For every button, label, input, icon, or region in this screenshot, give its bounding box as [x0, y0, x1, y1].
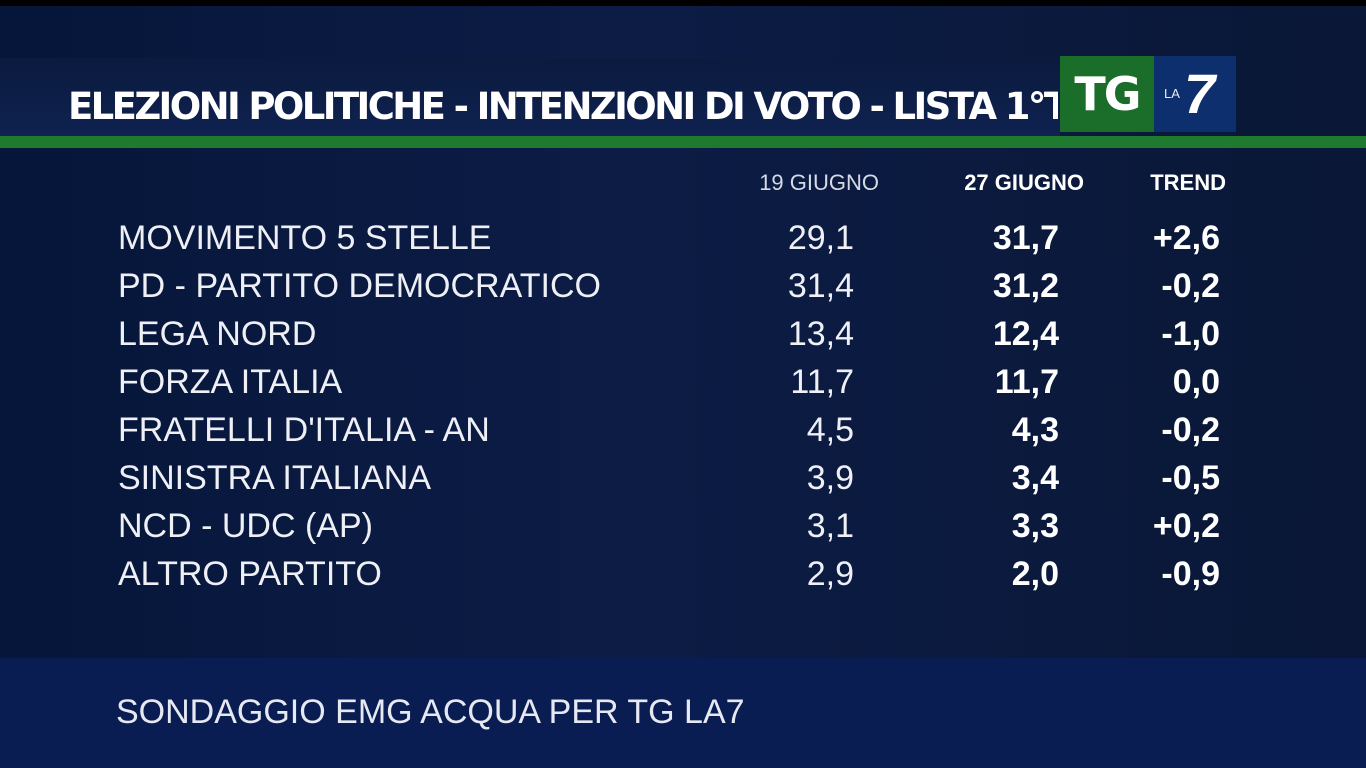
value-27-giugno: 3,4	[1011, 459, 1059, 497]
party-name: LEGA NORD	[118, 315, 317, 353]
party-name: ALTRO PARTITO	[118, 555, 382, 593]
party-name: FORZA ITALIA	[118, 363, 343, 401]
value-19-giugno: 31,4	[787, 267, 854, 305]
logo-seven-text: 7	[1184, 62, 1216, 125]
column-header-trend: TREND	[1150, 170, 1226, 195]
party-name: MOVIMENTO 5 STELLE	[118, 219, 492, 257]
value-27-giugno: 11,7	[994, 363, 1059, 401]
top-black-strip	[0, 0, 1366, 6]
table-row: FRATELLI D'ITALIA - AN 4,5 4,3 -0,2	[0, 406, 1366, 454]
green-divider	[0, 136, 1366, 148]
column-header-19-giugno: 19 GIUGNO	[759, 170, 879, 195]
value-27-giugno: 4,3	[1011, 411, 1059, 449]
value-trend: +0,2	[1152, 507, 1220, 545]
value-27-giugno: 12,4	[992, 315, 1059, 353]
party-name: SINISTRA ITALIANA	[118, 459, 432, 497]
value-27-giugno: 31,2	[992, 267, 1059, 305]
value-trend: +2,6	[1152, 219, 1220, 257]
logo-la7-block: LA 7	[1154, 56, 1236, 132]
value-trend: -0,2	[1161, 267, 1220, 305]
value-19-giugno: 11,7	[790, 363, 854, 401]
value-19-giugno: 3,1	[806, 507, 854, 545]
party-name: NCD - UDC (AP)	[118, 507, 373, 545]
value-27-giugno: 2,0	[1011, 555, 1059, 593]
party-name: PD - PARTITO DEMOCRATICO	[118, 267, 601, 305]
footer-bar	[0, 658, 1366, 768]
page-title: ELEZIONI POLITICHE - INTENZIONI DI VOTO …	[68, 85, 1058, 128]
table-row: MOVIMENTO 5 STELLE 29,1 31,7 +2,6	[0, 214, 1366, 262]
table-row: SINISTRA ITALIANA 3,9 3,4 -0,5	[0, 454, 1366, 502]
title-bar	[0, 58, 1060, 136]
value-19-giugno: 13,4	[787, 315, 854, 353]
value-19-giugno: 2,9	[806, 555, 854, 593]
value-trend: -0,2	[1161, 411, 1220, 449]
value-trend: -0,5	[1161, 459, 1220, 497]
value-19-giugno: 4,5	[806, 411, 854, 449]
party-name: FRATELLI D'ITALIA - AN	[118, 411, 490, 449]
value-19-giugno: 29,1	[787, 219, 854, 257]
source-caption: SONDAGGIO EMG ACQUA PER TG LA7	[116, 693, 745, 731]
tg-la7-logo: TG LA 7	[1060, 56, 1236, 132]
table-row: PD - PARTITO DEMOCRATICO 31,4 31,2 -0,2	[0, 262, 1366, 310]
column-header-27-giugno: 27 GIUGNO	[964, 170, 1084, 195]
value-27-giugno: 31,7	[992, 219, 1059, 257]
table-row: NCD - UDC (AP) 3,1 3,3 +0,2	[0, 502, 1366, 550]
value-27-giugno: 3,3	[1011, 507, 1059, 545]
value-19-giugno: 3,9	[806, 459, 854, 497]
value-trend: -0,9	[1161, 555, 1220, 593]
table-row: ALTRO PARTITO 2,9 2,0 -0,9	[0, 550, 1366, 598]
table-row: FORZA ITALIA 11,7 11,7 0,0	[0, 358, 1366, 406]
table-row: LEGA NORD 13,4 12,4 -1,0	[0, 310, 1366, 358]
value-trend: -1,0	[1161, 315, 1220, 353]
logo-tg-text: TG	[1060, 56, 1154, 132]
logo-la-text: LA	[1164, 86, 1180, 101]
value-trend: 0,0	[1172, 363, 1220, 401]
